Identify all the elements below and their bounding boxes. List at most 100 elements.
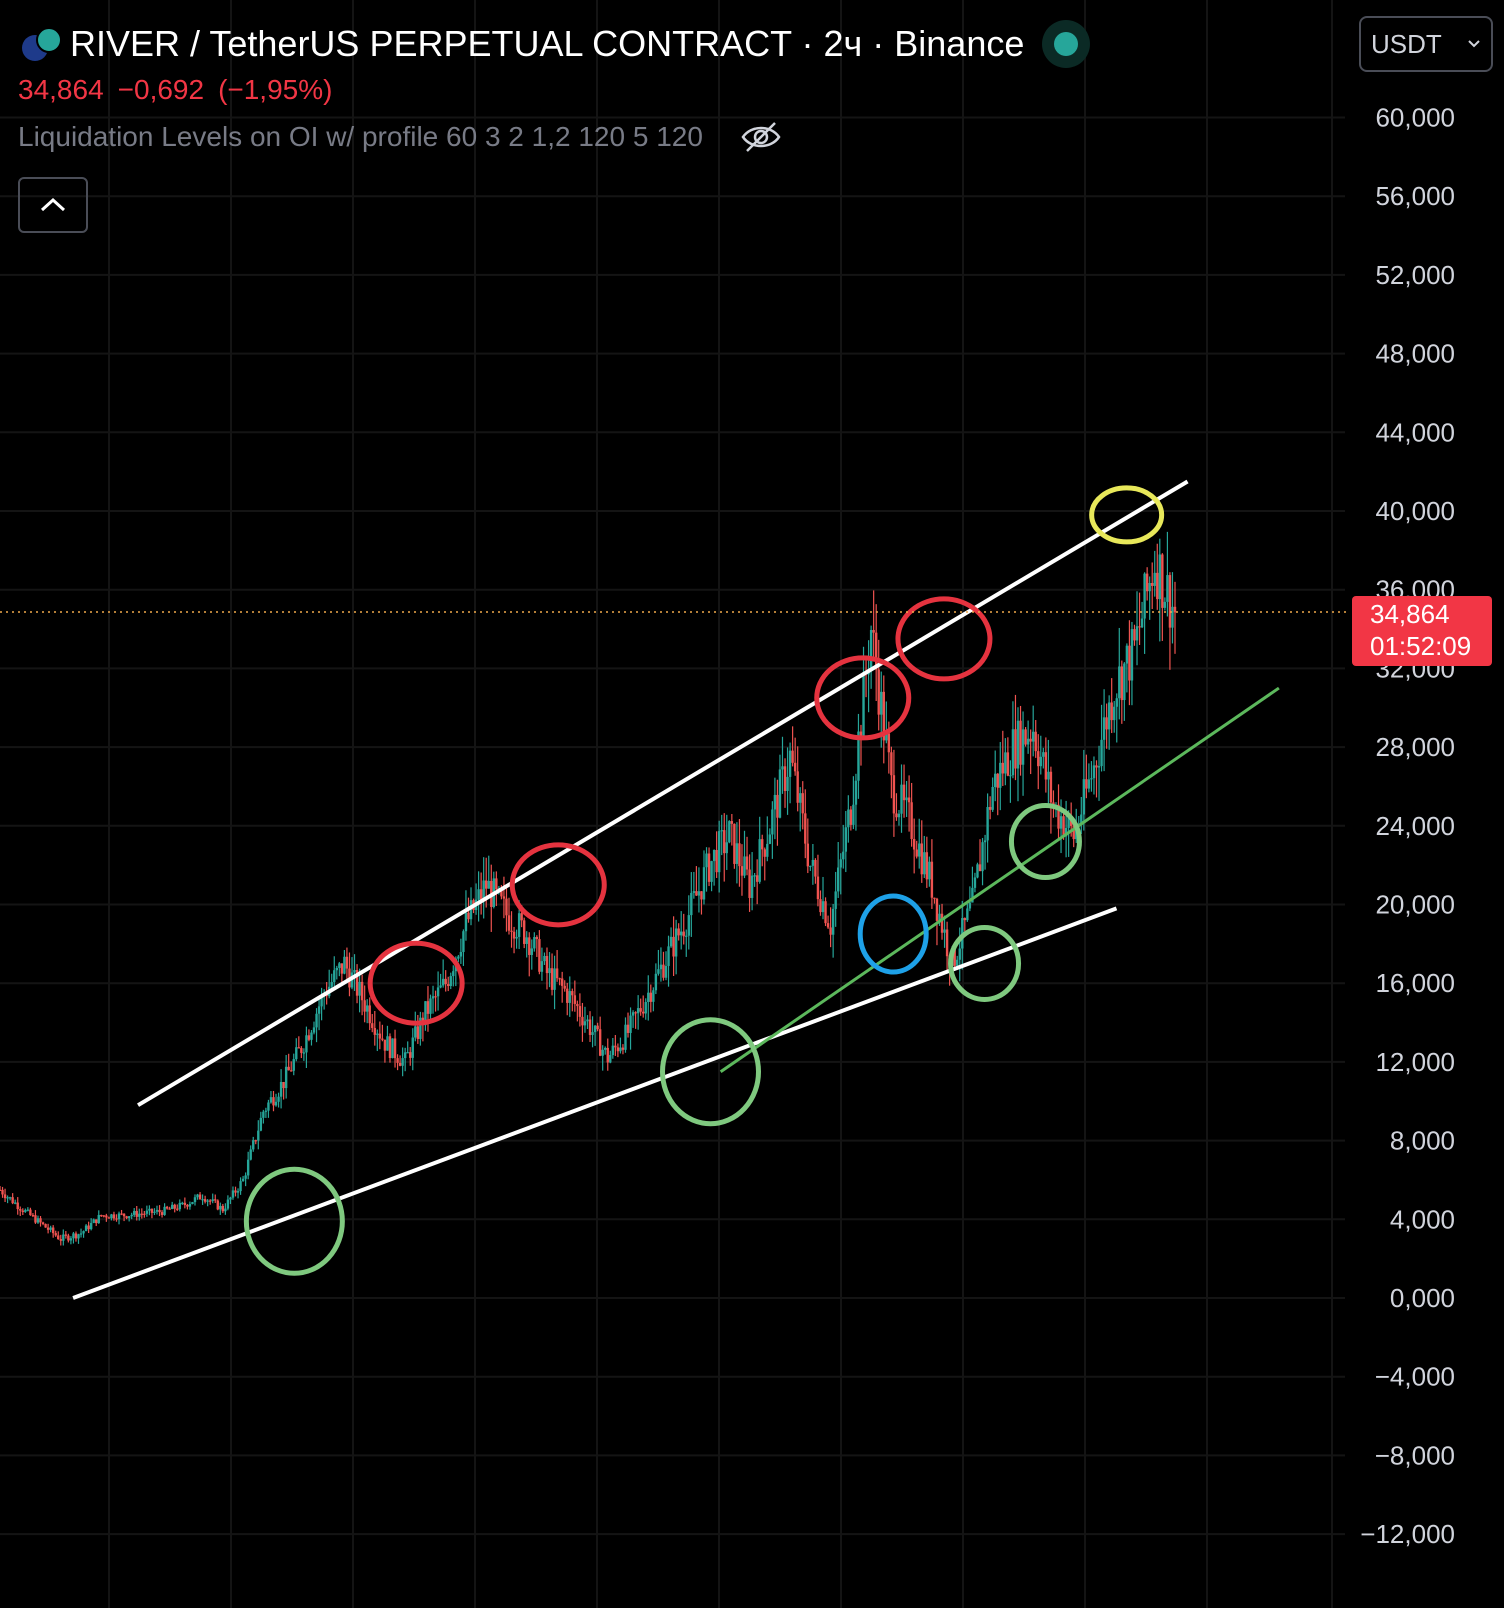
- candle-body: [307, 1035, 311, 1040]
- candle-body: [16, 1202, 19, 1210]
- support-touch-circle[interactable]: [948, 925, 1022, 1003]
- resistance-touch-circle[interactable]: [895, 596, 993, 682]
- candle-body: [246, 1159, 250, 1176]
- candle-body: [46, 1227, 50, 1230]
- candle-body: [338, 963, 341, 968]
- candle-body: [991, 786, 994, 810]
- candle-body: [219, 1205, 222, 1210]
- candle-body: [305, 1035, 308, 1053]
- candle-body: [51, 1227, 55, 1234]
- candle-body: [231, 1190, 235, 1198]
- candle-body: [890, 752, 893, 776]
- candle-body: [588, 1019, 592, 1035]
- candle-body: [507, 915, 511, 931]
- support-touch-circle[interactable]: [1008, 803, 1082, 881]
- candle-body: [910, 802, 913, 839]
- candle-body: [186, 1204, 189, 1207]
- candle-body: [87, 1225, 90, 1230]
- resistance-touch-circle[interactable]: [367, 940, 465, 1026]
- candle-body: [1029, 738, 1032, 742]
- candle-body: [1021, 729, 1025, 765]
- candle-body: [36, 1218, 40, 1223]
- market-open-dot-icon: [1042, 20, 1091, 68]
- collapse-legend-button[interactable]: [18, 177, 88, 233]
- candle-body: [966, 908, 969, 921]
- target-circle[interactable]: [1089, 485, 1165, 545]
- candle-body: [571, 991, 574, 996]
- candle-body: [874, 632, 878, 670]
- candle-body: [510, 930, 513, 932]
- currency-value: USDT: [1371, 28, 1442, 59]
- price-axis[interactable]: 60,00056,00052,00048,00044,00040,00036,0…: [1360, 103, 1455, 1550]
- symbol-title[interactable]: RIVER / TetherUS PERPETUAL CONTRACT · 2ч…: [70, 23, 1025, 64]
- candle-body: [609, 1055, 612, 1063]
- candle-body: [201, 1199, 204, 1201]
- price-axis-label: 28,000: [1375, 732, 1455, 762]
- candle-body: [831, 908, 835, 935]
- candle-body: [401, 1058, 404, 1066]
- candle-body: [837, 867, 840, 892]
- resistance-touch-circle[interactable]: [509, 842, 607, 928]
- support-touch-circle[interactable]: [243, 1166, 345, 1276]
- candle-body: [512, 931, 516, 939]
- candle-body: [79, 1233, 83, 1235]
- candle-body: [39, 1218, 42, 1223]
- support-touch-circle[interactable]: [660, 1017, 761, 1127]
- candle-body: [1019, 720, 1022, 765]
- indicator-legend[interactable]: Liquidation Levels on OI w/ profile 60 3…: [18, 120, 1090, 154]
- candle-body: [216, 1200, 219, 1210]
- candle-body: [598, 1029, 602, 1056]
- candle-body: [814, 859, 817, 877]
- price-axis-label: −4,000: [1375, 1362, 1455, 1392]
- candle-body: [963, 918, 967, 921]
- candle-body: [315, 1013, 318, 1028]
- candle-body: [538, 939, 541, 972]
- candle-body: [330, 982, 333, 987]
- blue-touch-circle[interactable]: [857, 893, 929, 975]
- candle-body: [272, 1097, 275, 1106]
- currency-select[interactable]: USDT: [1359, 16, 1493, 72]
- candle-body: [1037, 751, 1040, 767]
- candle-body: [1, 1189, 4, 1195]
- candle-body: [383, 1039, 387, 1051]
- candle-body: [915, 849, 918, 857]
- candle-body: [393, 1038, 397, 1059]
- candle-body: [244, 1175, 247, 1179]
- candle-body: [203, 1199, 207, 1202]
- price-axis-label: 44,000: [1375, 417, 1455, 447]
- eye-off-icon[interactable]: [739, 120, 783, 154]
- candle-body: [277, 1096, 280, 1102]
- candle-body: [176, 1208, 179, 1210]
- candle-body: [791, 750, 794, 763]
- candle-body: [398, 1062, 402, 1066]
- lower-channel-trendline[interactable]: [72, 906, 1118, 1300]
- candle-body: [758, 839, 761, 882]
- candle-body: [145, 1210, 149, 1214]
- candle-body: [799, 793, 802, 803]
- candle-body: [639, 1008, 642, 1012]
- candle-body: [457, 956, 460, 959]
- candle-body: [254, 1140, 257, 1142]
- candle-body: [1166, 575, 1169, 602]
- indicator-label[interactable]: Liquidation Levels on OI w/ profile 60 3…: [18, 121, 703, 152]
- candle-body: [95, 1219, 98, 1224]
- inner-support-trendline[interactable]: [719, 686, 1280, 1073]
- price-axis-label: 16,000: [1375, 968, 1455, 998]
- upper-channel-trendline[interactable]: [137, 479, 1189, 1107]
- candlestick-series: [0, 531, 1177, 1246]
- candle-body: [687, 915, 690, 936]
- candle-body: [155, 1209, 159, 1212]
- candle-body: [996, 773, 999, 788]
- candle-body: [593, 1025, 597, 1033]
- candle-body: [406, 1052, 409, 1054]
- resistance-touch-circle[interactable]: [814, 655, 912, 741]
- candle-body: [8, 1197, 12, 1199]
- candle-body: [733, 823, 736, 864]
- candle-body: [702, 867, 706, 900]
- candle-body: [928, 861, 931, 880]
- price-axis-label: 52,000: [1375, 260, 1455, 290]
- candle-body: [434, 996, 437, 998]
- candle-body: [419, 1017, 422, 1039]
- candle-body: [371, 1023, 374, 1028]
